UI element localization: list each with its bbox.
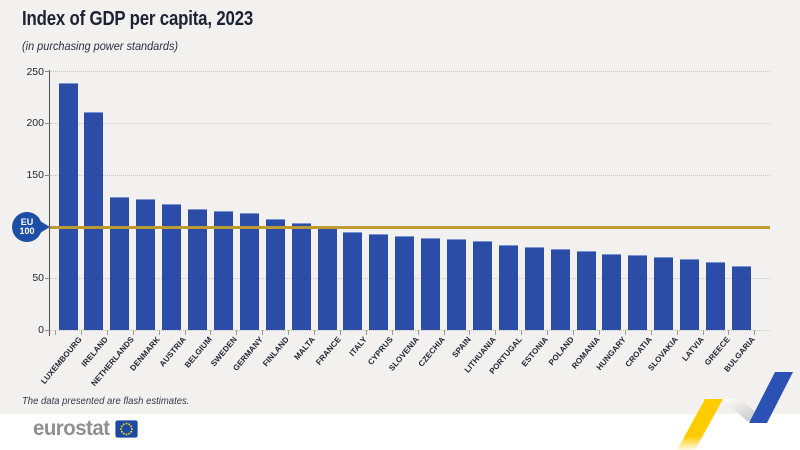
x-axis-tick	[236, 330, 238, 335]
bar-czechia	[421, 238, 441, 330]
x-axis-tick	[106, 330, 108, 335]
y-axis-label: 150	[26, 169, 44, 182]
bar-estonia	[524, 247, 544, 330]
zigzag-yellow-stripe	[677, 399, 723, 450]
eu-flag-icon	[115, 420, 138, 438]
bar-slovakia	[654, 256, 674, 330]
gridline-0	[49, 329, 770, 331]
bar-poland	[550, 249, 570, 330]
gridline-150	[49, 174, 770, 176]
eurostat-logo-text: eurostat	[33, 417, 110, 440]
bar-ireland	[84, 111, 104, 330]
y-axis-tick	[44, 71, 50, 73]
x-axis-tick	[573, 330, 575, 335]
y-axis-tick	[44, 174, 50, 176]
y-axis-label: 0	[38, 324, 44, 336]
x-axis-tick	[184, 330, 186, 335]
bar-malta	[291, 222, 311, 330]
eurostat-logo: eurostat	[33, 417, 138, 441]
y-axis-label: 50	[32, 272, 44, 285]
eu-badge-pointer	[40, 221, 50, 233]
x-axis-tick	[495, 330, 497, 335]
x-axis-tick	[158, 330, 160, 335]
x-axis-tick	[210, 330, 212, 335]
x-axis-tick	[598, 330, 600, 335]
plot-area: EU 100 0 50 150 200 250 LUXEMBOURG IRELAND NETH…	[12, 65, 770, 388]
y-axis-tick	[44, 329, 50, 331]
x-axis-tick	[650, 330, 652, 335]
zigzag-blue-stripe	[749, 372, 793, 423]
x-axis-tick	[624, 330, 626, 335]
bar-finland	[265, 219, 285, 330]
x-axis-tick	[469, 330, 471, 335]
bar-slovenia	[395, 235, 415, 330]
bar-bulgaria	[731, 265, 751, 330]
bar-croatia	[628, 254, 648, 330]
x-axis-tick	[262, 330, 264, 335]
footnote: The data presented are flash estimates.	[22, 396, 190, 407]
bar-greece	[706, 261, 725, 330]
y-axis-tick	[44, 277, 50, 279]
y-axis-line	[49, 70, 50, 336]
bar-austria	[162, 203, 182, 330]
y-axis-tick	[44, 122, 50, 124]
x-axis-tick	[80, 330, 82, 335]
y-axis-label: 200	[26, 117, 44, 130]
chart-background	[0, 0, 800, 414]
bar-italy	[343, 231, 363, 330]
x-axis-tick	[417, 330, 419, 335]
eu-badge-line2: 100	[19, 226, 35, 236]
x-axis-tick	[365, 330, 367, 335]
bar-france	[317, 227, 337, 330]
bar-belgium	[188, 209, 207, 330]
x-axis-tick	[676, 330, 678, 335]
x-axis-tick	[521, 330, 523, 335]
gridline-200	[49, 122, 770, 124]
bar-netherlands	[110, 196, 130, 330]
x-axis-tick	[443, 330, 445, 335]
bar-portugal	[498, 245, 518, 330]
bar-luxembourg	[58, 83, 78, 330]
x-axis-tick	[288, 330, 290, 335]
bar-denmark	[136, 198, 156, 330]
bar-germany	[239, 213, 259, 330]
x-axis-tick	[754, 330, 756, 335]
bar-lithuania	[472, 241, 492, 330]
eu-100-badge: EU 100	[12, 212, 42, 242]
x-axis-tick	[391, 330, 393, 335]
x-axis-tick	[702, 330, 704, 335]
eu-reference-line	[49, 225, 770, 229]
x-axis-tick	[728, 330, 730, 335]
chart-title: Index of GDP per capita, 2023	[22, 8, 254, 30]
bar-latvia	[680, 258, 700, 330]
gridline-250	[49, 71, 770, 73]
x-axis-tick	[55, 330, 57, 335]
eu-badge-line1: EU	[20, 216, 34, 227]
x-axis-tick	[314, 330, 316, 335]
chart-subtitle: (in purchasing power standards)	[22, 41, 179, 53]
y-axis-label: 250	[26, 65, 44, 78]
bar-cyprus	[369, 233, 389, 330]
x-axis-tick	[339, 330, 341, 335]
bar-sweden	[213, 211, 233, 330]
x-axis-tick	[132, 330, 134, 335]
bar-spain	[447, 239, 466, 330]
bar-romania	[576, 251, 596, 330]
bar-hungary	[602, 253, 622, 330]
zigzag-decoration	[677, 372, 793, 450]
x-axis-tick	[547, 330, 549, 335]
